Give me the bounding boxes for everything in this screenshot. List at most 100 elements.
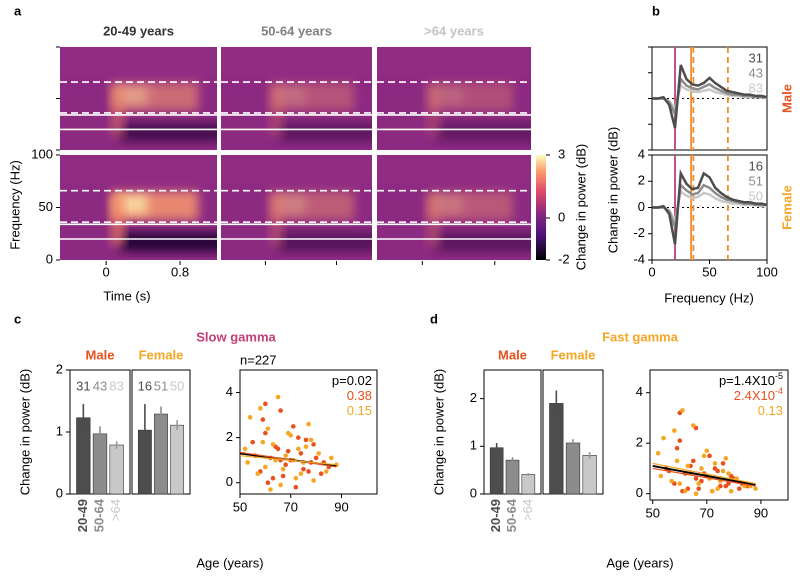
y-axis-label: Change in power (dB) xyxy=(605,127,620,253)
colorbar-tick-label: -2 xyxy=(558,251,570,266)
y-tick-label: 100 xyxy=(31,146,53,161)
bar xyxy=(549,403,564,495)
scatter-point xyxy=(693,491,699,496)
stat-text: 2.4X10 xyxy=(734,388,775,403)
x-axis-label: Frequency (Hz) xyxy=(664,290,754,305)
group-label: Male xyxy=(498,347,527,362)
panel-sex-label: Male xyxy=(779,84,794,113)
heatmap-blob xyxy=(426,194,441,246)
colorbar-label: Change in power (dB) xyxy=(573,144,588,270)
sample-size: n=227 xyxy=(240,352,277,367)
scatter-point xyxy=(696,481,702,486)
scatter-point xyxy=(707,453,712,459)
panel-letter: b xyxy=(652,3,660,18)
panel-letter: a xyxy=(14,3,22,18)
category-label: >64 xyxy=(108,499,123,521)
scatter-point xyxy=(736,486,742,491)
heatmap-blob xyxy=(278,123,372,142)
group-label: Female xyxy=(139,347,184,362)
y-tick-label: 2 xyxy=(226,429,233,444)
x-tick-label: 50 xyxy=(233,499,247,514)
scatter-point xyxy=(699,466,704,471)
heatmap-blob xyxy=(377,155,531,187)
scatter-point xyxy=(726,471,731,476)
legend-count: 31 xyxy=(749,50,763,65)
y-tick-label: 0 xyxy=(470,485,477,500)
count-label: 83 xyxy=(109,378,123,393)
axes-box xyxy=(239,369,378,495)
bar xyxy=(109,444,124,495)
scatter-point xyxy=(316,451,321,456)
scatter-point xyxy=(712,466,718,471)
x-axis-label: Age (years) xyxy=(606,555,673,570)
scatter-point xyxy=(278,408,283,413)
bar xyxy=(521,474,536,495)
scatter-point xyxy=(280,466,286,472)
y-tick-label: 1 xyxy=(56,423,63,438)
x-tick-label: 70 xyxy=(284,499,298,514)
scatter-point xyxy=(257,406,263,411)
stat-text: 0.13 xyxy=(758,403,783,418)
heatmap-blob xyxy=(377,47,531,78)
category-label: 20-49 xyxy=(75,499,90,532)
heatmap-cell xyxy=(377,47,531,150)
scatter-point xyxy=(655,451,661,456)
scatter-point xyxy=(693,476,699,481)
y-tick-label: 2 xyxy=(636,435,643,450)
scatter-point xyxy=(677,481,683,486)
scatter-point xyxy=(298,471,304,477)
scatter-point xyxy=(260,417,266,422)
scatter-point xyxy=(661,435,666,441)
scatter-point xyxy=(242,446,248,452)
scatter-point xyxy=(301,466,306,472)
y-tick-label: 0 xyxy=(226,474,233,489)
x-axis-label: Age (years) xyxy=(196,555,263,570)
y-tick-label: 0 xyxy=(46,251,53,266)
scatter-point xyxy=(290,424,296,429)
stat-annotation: p=0.02 xyxy=(332,373,372,388)
group-label: Male xyxy=(86,347,115,362)
bar xyxy=(565,442,581,495)
x-tick-label: 0 xyxy=(103,264,110,279)
scatter-point xyxy=(263,430,268,436)
y-tick-label: 0 xyxy=(638,199,645,214)
y-tick-label: -4 xyxy=(633,251,645,266)
count-label: 51 xyxy=(154,378,168,393)
y-tick-label: 0 xyxy=(636,485,643,500)
column-title: >64 years xyxy=(424,23,484,38)
scatter-point xyxy=(753,486,758,491)
scatter-point xyxy=(283,462,288,467)
x-tick-label: 50 xyxy=(702,264,716,279)
chart-title: Fast gamma xyxy=(602,329,679,344)
scatter-point xyxy=(298,451,304,456)
scatter-point xyxy=(275,394,281,400)
heatmap-blob xyxy=(60,47,217,78)
scatter-point xyxy=(250,439,255,445)
heatmap-blob xyxy=(120,232,217,252)
x-tick-label: 100 xyxy=(756,264,778,279)
heatmap-blob xyxy=(426,86,441,136)
stat-annotation: 0.15 xyxy=(347,403,372,418)
scatter-point xyxy=(296,435,301,440)
scatter-point xyxy=(303,444,309,449)
heatmap-blob xyxy=(269,86,284,136)
bar xyxy=(92,433,108,495)
stat-annotation: p=1.4X10-5 xyxy=(719,371,783,388)
bar xyxy=(505,459,520,495)
heatmap-blob xyxy=(221,155,372,187)
scatter-point xyxy=(260,439,266,445)
spectrum-line xyxy=(652,76,767,118)
count-label: 31 xyxy=(76,378,90,393)
stat-annotation: 0.38 xyxy=(347,388,372,403)
scatter-point xyxy=(263,464,268,470)
scatter-point xyxy=(680,408,685,413)
colorbar xyxy=(536,155,546,260)
bar xyxy=(489,447,504,495)
heatmap-blob xyxy=(110,86,125,136)
stat-text: 0.38 xyxy=(347,388,372,403)
x-tick-label: 70 xyxy=(700,505,714,520)
y-tick-label: 2 xyxy=(638,173,645,188)
group-label: Female xyxy=(551,347,596,362)
scatter-point xyxy=(318,471,324,477)
